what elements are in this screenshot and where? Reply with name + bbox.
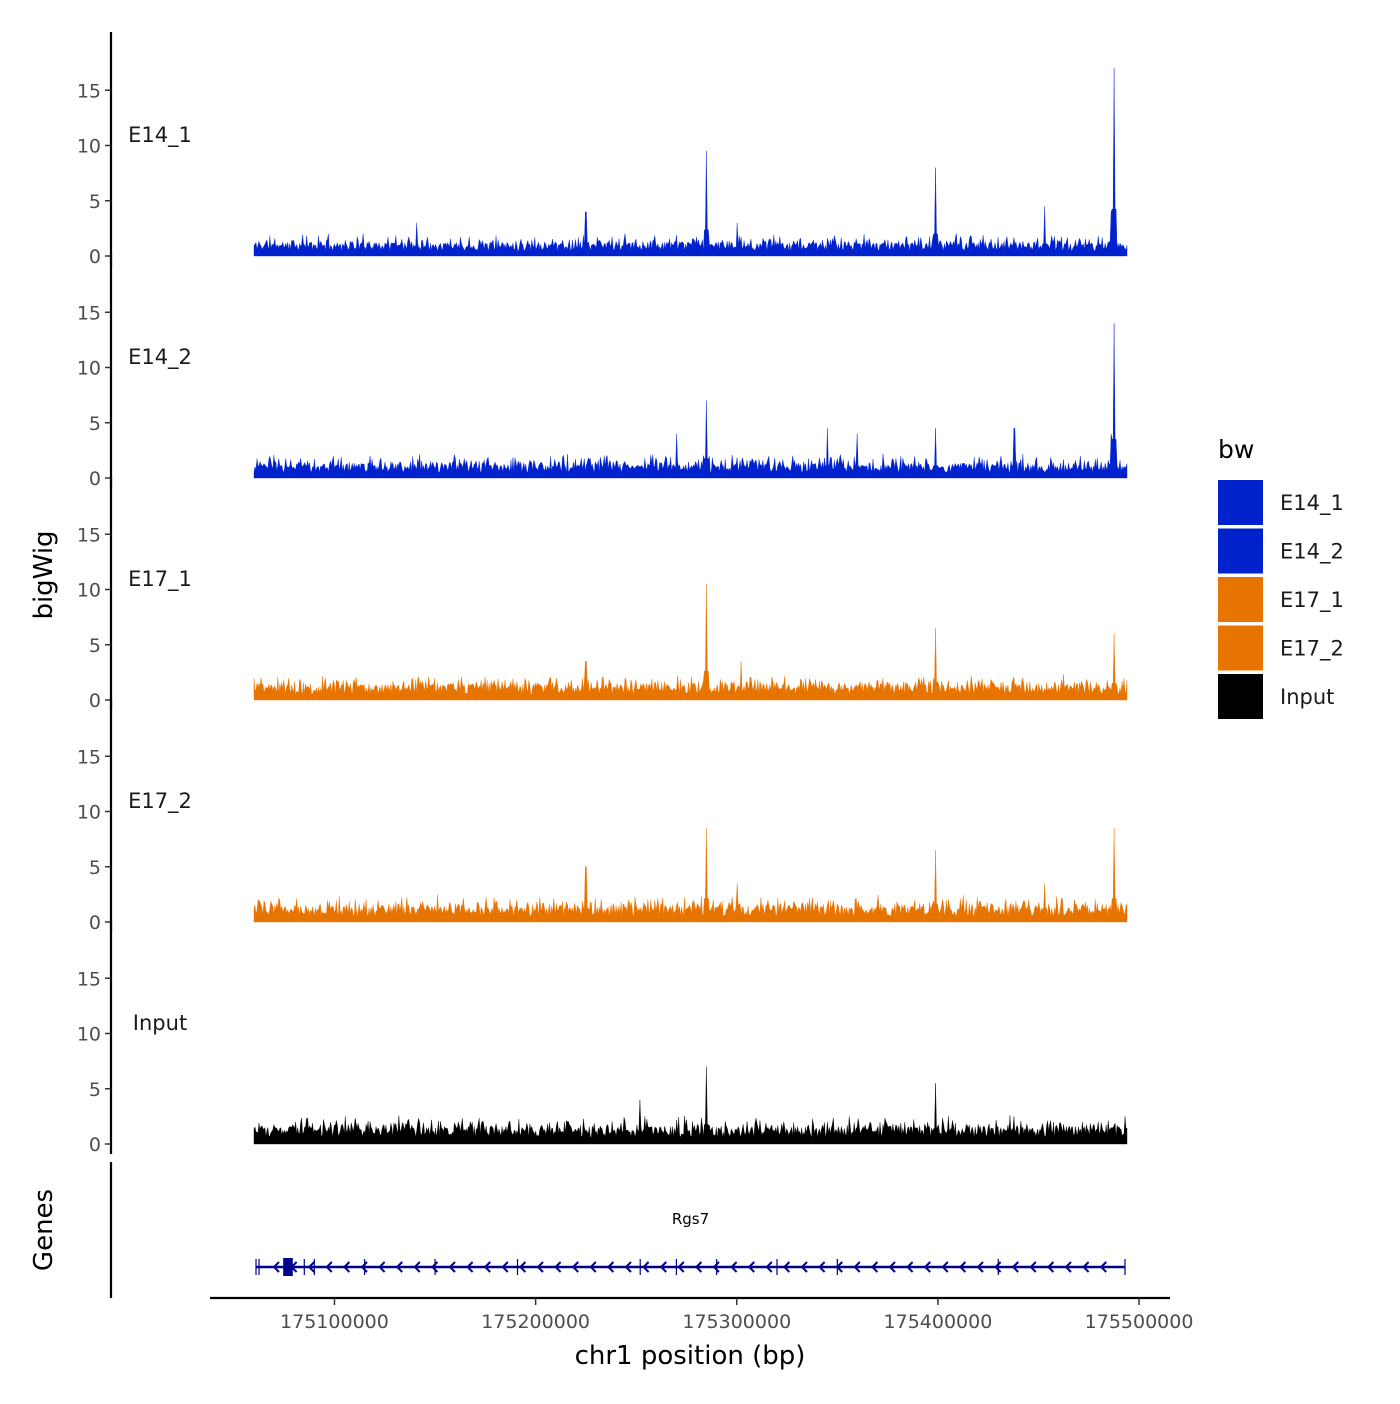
y-tick-label: 10: [77, 580, 101, 602]
gene-exon: [640, 1259, 641, 1275]
track-label: Input: [133, 1011, 187, 1035]
signal-area-e17-1: [254, 584, 1127, 700]
x-tick-label: 175400000: [884, 1311, 993, 1333]
signal-area-input: [254, 1067, 1127, 1144]
y-axis-title: bigWig: [29, 530, 59, 619]
x-axis-title: chr1 position (bp): [575, 1341, 806, 1371]
y-tick-label: 15: [77, 968, 101, 990]
x-tick-label: 175100000: [280, 1311, 389, 1333]
x-axis: chr1 position (bp) 175100000 175200000 175…: [210, 1298, 1193, 1371]
genome-track-chart: 0 5 10 15 E14_1 0 5 10 15 E14_2 0 5 10 15 E17_1 0 5 10 15 E…: [0, 0, 1400, 1400]
legend-key: [1218, 577, 1263, 622]
signal-area-e17-2: [254, 828, 1127, 922]
y-tick-label: 15: [77, 80, 101, 102]
track-e14-2: 0 5 10 15 E14_2: [77, 254, 1127, 490]
x-tick-label: 175300000: [682, 1311, 791, 1333]
legend-label: E17_2: [1280, 637, 1344, 662]
track-label: E14_1: [128, 123, 192, 148]
y-tick-label: 15: [77, 524, 101, 546]
legend-key: [1218, 529, 1263, 574]
legend-label: E14_1: [1280, 491, 1344, 516]
gene-exon: [255, 1259, 256, 1275]
y-tick-label: 5: [89, 635, 101, 657]
track-e14-1: 0 5 10 15 E14_1: [77, 32, 1127, 268]
y-tick-label: 15: [77, 746, 101, 768]
track-e17-2: 0 5 10 15 E17_2: [77, 698, 1127, 934]
legend-label: E17_1: [1280, 588, 1344, 613]
y-tick-label: 0: [89, 468, 101, 490]
genes-panel: Genes Rgs7: [29, 1162, 1126, 1298]
y-tick-label: 15: [77, 302, 101, 324]
y-tick-label: 5: [89, 413, 101, 435]
signal-area-e14-2: [254, 323, 1127, 478]
x-tick-label: 175500000: [1085, 1311, 1194, 1333]
track-label: E17_2: [128, 789, 192, 814]
track-label: E14_2: [128, 345, 192, 370]
y-tick-label: 0: [89, 912, 101, 934]
chart-canvas: 0 5 10 15 E14_1 0 5 10 15 E14_2 0 5 10 15 E17_1 0 5 10 15 E…: [0, 0, 1400, 1400]
tracks-layer: 0 5 10 15 E14_1 0 5 10 15 E14_2 0 5 10 15 E17_1 0 5 10 15 E…: [77, 32, 1127, 1156]
y-tick-label: 5: [89, 191, 101, 213]
gene-exon: [314, 1259, 315, 1275]
signal-area-e14-1: [254, 68, 1127, 256]
gene-exon: [434, 1259, 435, 1275]
legend: bw E14_1 E14_2 E17_1 E17_2 Input: [1218, 435, 1344, 719]
legend-key: [1218, 480, 1263, 525]
y-tick-label: 10: [77, 802, 101, 824]
y-tick-label: 0: [89, 246, 101, 268]
y-tick-label: 0: [89, 690, 101, 712]
gene-exon: [998, 1259, 999, 1275]
y-tick-label: 10: [77, 1024, 101, 1046]
legend-label: E14_2: [1280, 540, 1344, 565]
legend-key: [1218, 626, 1263, 671]
gene-exon: [304, 1259, 305, 1275]
x-tick-label: 175200000: [481, 1311, 590, 1333]
track-label: E17_1: [128, 567, 192, 592]
gene-exon: [776, 1259, 777, 1275]
gene-exon: [364, 1259, 365, 1275]
gene-rgs7: Rgs7: [255, 1210, 1125, 1276]
gene-name-label: Rgs7: [672, 1210, 709, 1228]
gene-exon: [1124, 1259, 1125, 1275]
gene-exon: [716, 1259, 717, 1275]
y-tick-label: 10: [77, 358, 101, 380]
legend-label: Input: [1280, 685, 1334, 709]
gene-exon: [676, 1259, 677, 1275]
y-tick-label: 5: [89, 1079, 101, 1101]
y-tick-label: 10: [77, 136, 101, 158]
y-tick-label: 5: [89, 857, 101, 879]
track-e17-1: 0 5 10 15 E17_1: [77, 476, 1127, 712]
legend-key: [1218, 674, 1263, 719]
gene-exon: [258, 1259, 259, 1275]
track-input: 0 5 10 15 Input: [77, 920, 1127, 1156]
gene-exon: [517, 1259, 518, 1275]
legend-title: bw: [1218, 435, 1254, 464]
genes-axis-title: Genes: [29, 1189, 59, 1271]
y-tick-label: 0: [89, 1134, 101, 1156]
